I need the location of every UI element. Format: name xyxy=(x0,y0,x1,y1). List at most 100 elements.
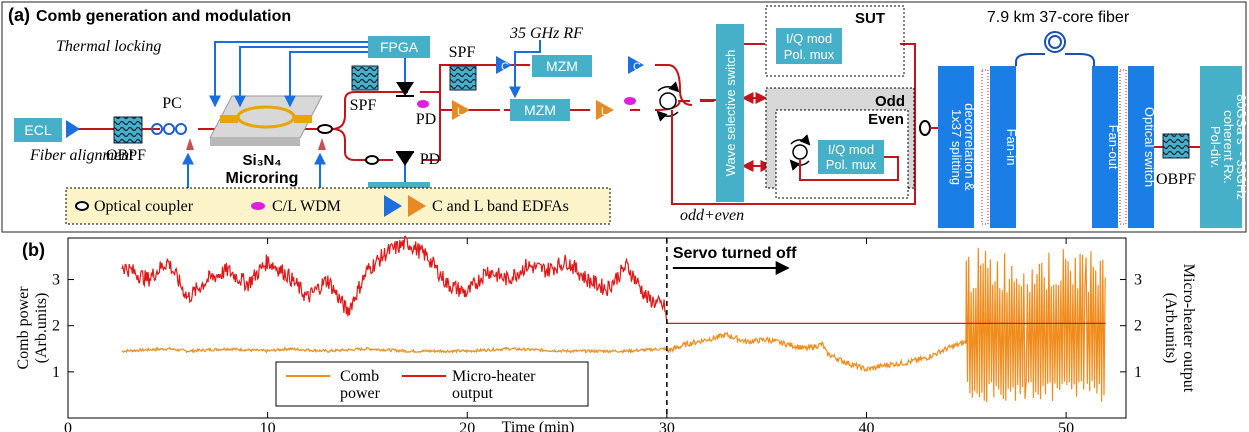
ylabel-left-2: (Arb.units) xyxy=(33,293,50,364)
pc-label: PC xyxy=(162,95,182,112)
even-iq-label: I/Q mod xyxy=(828,142,874,157)
spf-1-icon xyxy=(351,65,379,91)
coupler-2-icon xyxy=(365,155,379,165)
plot-frame xyxy=(67,237,1127,419)
splitting-box xyxy=(938,66,974,228)
x-tick-label: 20 xyxy=(459,420,475,432)
fanout-lines xyxy=(1119,69,1127,225)
servo-off-annotation: Servo turned off xyxy=(673,245,797,262)
coupler-1-icon xyxy=(317,124,333,134)
microring-material-label: Si₃N₄ xyxy=(242,152,281,169)
wdm-2-icon xyxy=(624,97,636,105)
ylabel-right-1: Micro-heater output xyxy=(1180,264,1197,393)
fan-out-label: Fan-out xyxy=(1106,125,1121,170)
photodiode-2-icon xyxy=(396,151,414,166)
polarization-controller-icon xyxy=(151,123,187,135)
ylabel-right-2: (Arb.units) xyxy=(1162,293,1179,364)
fan-in-label: Fan-in xyxy=(1004,129,1019,166)
series-line-comb-power xyxy=(121,247,1106,403)
even-iq-box xyxy=(818,140,884,174)
x-tick-label: 0 xyxy=(64,420,72,432)
stage-right-icon xyxy=(318,138,326,150)
legend-coupler-icon xyxy=(75,201,89,211)
ecl-box xyxy=(14,118,62,142)
microring-label: Microring xyxy=(226,170,299,187)
spf-1-label: SPF xyxy=(350,97,377,114)
wss-label: Wave selective switch xyxy=(723,50,738,177)
y-tick-label: 2 xyxy=(52,318,60,335)
y-tick-label: 3 xyxy=(52,272,60,289)
legend-edfa-l-icon xyxy=(408,195,426,217)
microring-chip xyxy=(186,95,326,150)
mzm-bottom-label: MZM xyxy=(524,102,556,118)
legend-comb-label-1: Comb xyxy=(340,368,379,385)
y2-tick-label: 3 xyxy=(1134,272,1142,289)
panel-a: (a) Comb generation and modulation Therm… xyxy=(1,1,1249,233)
chart-series xyxy=(121,235,1106,403)
edfa-c-1-icon xyxy=(496,56,512,74)
legend-heater-label-2: output xyxy=(452,385,493,402)
y-tick-label: 1 xyxy=(52,364,60,381)
legend-coupler-label: Optical coupler xyxy=(94,198,194,215)
even-polmux-label: Pol. mux xyxy=(826,157,877,172)
obpf-2-label: OBPF xyxy=(1156,171,1196,188)
fiber-label: 7.9 km 37-core fiber xyxy=(987,9,1130,26)
circulator-icon xyxy=(656,81,680,122)
fiber-alignment-label: Fiber alignment xyxy=(29,147,134,164)
pd-2-label: PD xyxy=(420,151,440,168)
panel-b-label: (b) xyxy=(22,240,45,260)
sut-iq-box xyxy=(776,28,842,64)
legend-wdm-icon xyxy=(251,202,265,210)
photodiode-1-icon xyxy=(396,82,414,97)
legend-heater-label-1: Micro-heater xyxy=(452,368,536,385)
ecl-label: ECL xyxy=(24,122,51,138)
chart-legend-box xyxy=(275,361,589,407)
sut-iq-label: I/Q mod xyxy=(786,31,832,46)
sut-label: SUT xyxy=(855,10,885,27)
spf-2-label: SPF xyxy=(449,44,476,61)
splitting-label-2: decorrelation & xyxy=(962,103,977,191)
legend-edfa-label: C and L band EDFAs xyxy=(432,198,569,215)
x-tick-label: 50 xyxy=(1058,420,1074,432)
ylabel-left-1: Comb power xyxy=(15,286,32,370)
panel-a-frame xyxy=(1,1,1247,233)
sut-frame xyxy=(765,5,905,77)
panel-b: (b) Comb power (Arb.units) Micro-heater … xyxy=(15,235,1197,432)
even-loop xyxy=(799,156,899,181)
rx-label-1: Pol-div. xyxy=(1208,126,1223,168)
fiber-path-left xyxy=(76,64,718,161)
rx-label-3: 80GSa s⁻¹ 33GHz xyxy=(1234,94,1249,200)
fiber-spool-icon xyxy=(1015,31,1095,66)
legend-edfa-c-icon xyxy=(384,195,402,217)
edfa-l-2-label: L xyxy=(601,106,607,118)
splitting-lines xyxy=(981,69,989,225)
wss-links xyxy=(671,43,916,205)
optical-switch-label: Optical switch xyxy=(1142,107,1157,187)
legend-comb-label-2: power xyxy=(340,385,381,402)
y2-tick-label: 2 xyxy=(1134,318,1142,335)
panel-a-label: (a) xyxy=(8,5,30,25)
fpga-top-label: FPGA xyxy=(380,39,419,55)
fpga-top-box xyxy=(368,36,430,58)
mzm-bottom-box xyxy=(510,99,570,121)
edfa-ecl-icon xyxy=(66,120,80,138)
obpf-label: OBPF xyxy=(106,147,146,164)
legend-wdm-label: C/L WDM xyxy=(272,198,341,215)
obpf-filter-icon xyxy=(113,116,143,144)
y2-tick-label: 1 xyxy=(1134,364,1142,381)
x-tick-label: 10 xyxy=(260,420,276,432)
mzm-top-label: MZM xyxy=(546,58,578,74)
series-line-micro-heater-output xyxy=(121,235,1106,324)
mzm-top-box xyxy=(532,55,592,77)
pd-1-label: PD xyxy=(416,111,436,128)
stage-left-icon xyxy=(186,138,194,150)
rx-box xyxy=(1200,66,1242,228)
wdm-1-icon xyxy=(417,100,429,108)
edfa-l-1-label: L xyxy=(457,106,463,118)
x-tick-label: 30 xyxy=(659,420,675,432)
edfa-c-2-icon xyxy=(628,56,644,74)
sut-polmux-label: Pol. mux xyxy=(784,47,835,62)
x-tick-label: 40 xyxy=(858,420,874,432)
rx-label-2: coherent Rx. xyxy=(1221,110,1236,184)
